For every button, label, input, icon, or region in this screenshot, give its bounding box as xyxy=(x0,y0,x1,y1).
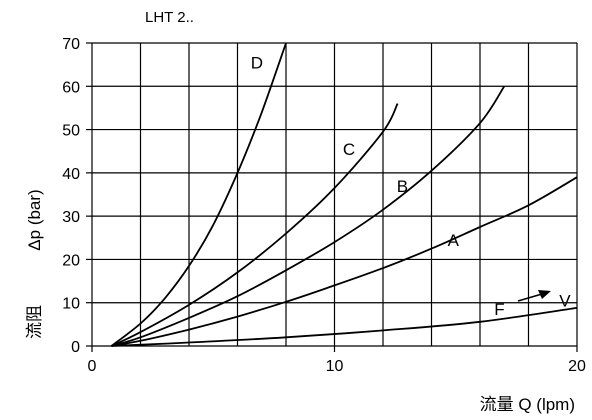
fv-arrow xyxy=(517,290,551,302)
y-tick-label: 0 xyxy=(71,339,80,356)
y-tick-labels: 0 10 20 30 40 50 60 70 xyxy=(62,36,92,356)
chart-title: LHT 2.. xyxy=(145,9,194,26)
series-line-2 xyxy=(111,85,506,347)
curve-label: V xyxy=(559,292,571,311)
y-tick-label: 60 xyxy=(62,79,80,96)
curve-label: B xyxy=(397,177,408,196)
curve-label: A xyxy=(448,231,460,250)
x-axis-title: 流量 Q (lpm) xyxy=(480,395,575,414)
y-tick-label: 10 xyxy=(62,296,80,313)
series-line-3 xyxy=(111,176,578,347)
x-tick-label: 20 xyxy=(568,358,586,375)
curve-label: D xyxy=(251,53,263,72)
x-tick-label: 0 xyxy=(88,358,97,375)
y-tick-label: 70 xyxy=(62,36,80,53)
curve-label: F xyxy=(494,300,504,319)
curves xyxy=(110,42,578,347)
fv-arrow-shaft xyxy=(517,293,543,302)
curve-label: C xyxy=(343,140,355,159)
series-line-1 xyxy=(111,103,399,347)
grid xyxy=(91,42,578,347)
fv-arrow-head xyxy=(538,290,551,299)
curve-labels: D C B A F V xyxy=(251,53,571,319)
y-tick-label: 50 xyxy=(62,123,80,140)
y-tick-label: 20 xyxy=(62,252,80,269)
x-tick-label: 10 xyxy=(326,358,344,375)
series-line-0 xyxy=(110,42,287,347)
y-tick-label: 30 xyxy=(62,209,80,226)
y-axis-title-cn: 流阻 xyxy=(25,305,44,339)
x-tick-labels: 0 10 20 xyxy=(88,346,586,375)
y-tick-label: 40 xyxy=(62,166,80,183)
y-axis-title: Δp (bar) xyxy=(25,189,44,250)
series-line-4 xyxy=(111,307,578,347)
